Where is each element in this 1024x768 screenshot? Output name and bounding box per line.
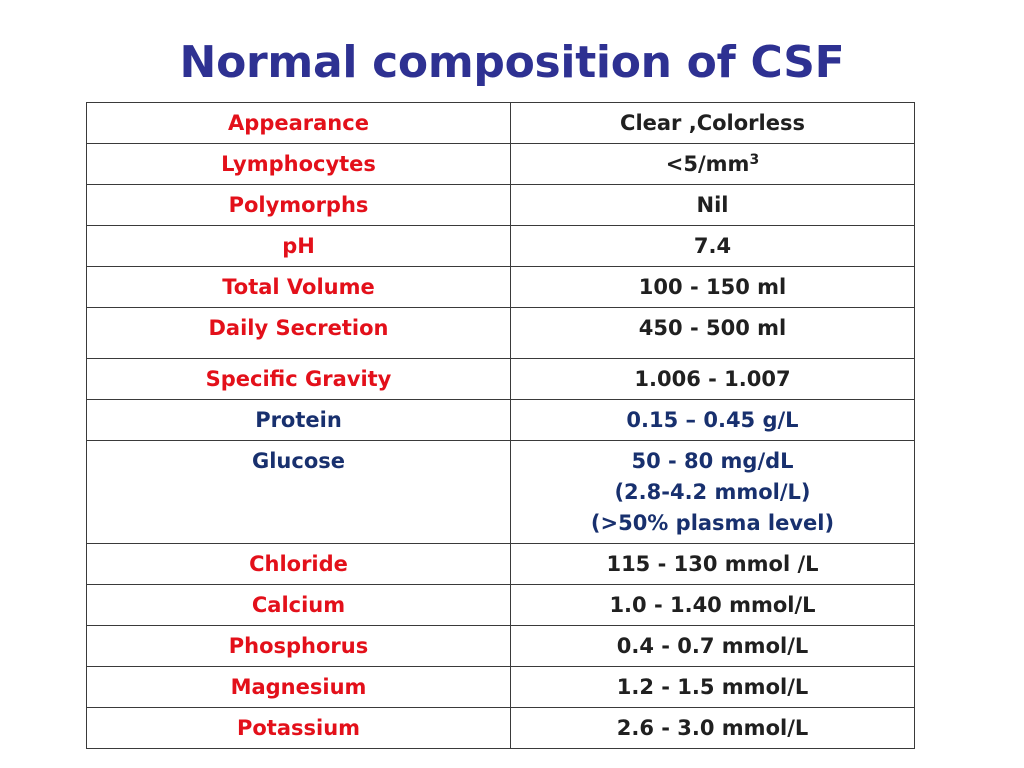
table-row-magnesium: Magnesium 1.2 - 1.5 mmol/L — [86, 666, 915, 708]
parameter-cell-magnesium: Magnesium — [86, 666, 511, 708]
table-row-phosphorus: Phosphorus 0.4 - 0.7 mmol/L — [86, 625, 915, 667]
table-row-appearance: Appearance Clear ,Colorless — [86, 102, 915, 144]
parameter-cell-daily-secretion: Daily Secretion — [86, 307, 511, 359]
value-line: (2.8-4.2 mmol/L) — [614, 480, 811, 504]
value-cell-appearance: Clear ,Colorless — [510, 102, 915, 144]
parameter-cell-glucose: Glucose — [86, 440, 511, 544]
parameter-cell-polymorphs: Polymorphs — [86, 184, 511, 226]
table-row-calcium: Calcium 1.0 - 1.40 mmol/L — [86, 584, 915, 626]
value-cell-glucose: 50 - 80 mg/dL (2.8-4.2 mmol/L) (>50% pla… — [510, 440, 915, 544]
value-line: 50 - 80 mg/dL — [631, 449, 794, 473]
value-cell-polymorphs: Nil — [510, 184, 915, 226]
value-line: 0.15 – 0.45 g/L — [626, 408, 799, 432]
value-line: Clear ,Colorless — [620, 111, 805, 135]
parameter-cell-ph: pH — [86, 225, 511, 267]
value-cell-lymphocytes: <5/mm3 — [510, 143, 915, 185]
parameter-cell-calcium: Calcium — [86, 584, 511, 626]
value-cell-total-volume: 100 - 150 ml — [510, 266, 915, 308]
table-row-ph: pH 7.4 — [86, 225, 915, 267]
parameter-cell-total-volume: Total Volume — [86, 266, 511, 308]
value-line: (>50% plasma level) — [590, 511, 835, 535]
value-cell-calcium: 1.0 - 1.40 mmol/L — [510, 584, 915, 626]
slide-title: Normal composition of CSF — [179, 37, 845, 88]
table-row-protein: Protein 0.15 – 0.45 g/L — [86, 399, 915, 441]
value-line: 2.6 - 3.0 mmol/L — [616, 716, 809, 740]
parameter-cell-specific-gravity: Specific Gravity — [86, 358, 511, 400]
table-row-lymphocytes: Lymphocytes <5/mm3 — [86, 143, 915, 185]
parameter-cell-appearance: Appearance — [86, 102, 511, 144]
unit-exponent: 3 — [749, 152, 760, 168]
parameter-cell-potassium: Potassium — [86, 707, 511, 749]
table-row-daily-secretion: Daily Secretion 450 - 500 ml — [86, 307, 915, 359]
table-row-potassium: Potassium 2.6 - 3.0 mmol/L — [86, 707, 915, 749]
value-cell-daily-secretion: 450 - 500 ml — [510, 307, 915, 359]
value-line: 1.2 - 1.5 mmol/L — [616, 675, 809, 699]
value-cell-chloride: 115 - 130 mmol /L — [510, 543, 915, 585]
value-cell-protein: 0.15 – 0.45 g/L — [510, 399, 915, 441]
table-row-total-volume: Total Volume 100 - 150 ml — [86, 266, 915, 308]
value-line: 450 - 500 ml — [638, 316, 787, 340]
value-line: 1.0 - 1.40 mmol/L — [609, 593, 816, 617]
value-line: 7.4 — [693, 234, 732, 258]
parameter-cell-protein: Protein — [86, 399, 511, 441]
value-cell-specific-gravity: 1.006 - 1.007 — [510, 358, 915, 400]
value-cell-ph: 7.4 — [510, 225, 915, 267]
value-line: <5/mm — [665, 152, 750, 176]
csf-composition-table: Appearance Clear ,Colorless Lymphocytes … — [86, 102, 915, 749]
value-line: Nil — [696, 193, 729, 217]
table-row-specific-gravity: Specific Gravity 1.006 - 1.007 — [86, 358, 915, 400]
table-row-chloride: Chloride 115 - 130 mmol /L — [86, 543, 915, 585]
parameter-cell-phosphorus: Phosphorus — [86, 625, 511, 667]
table-row-glucose: Glucose 50 - 80 mg/dL (2.8-4.2 mmol/L) (… — [86, 440, 915, 544]
value-line: 1.006 - 1.007 — [634, 367, 791, 391]
value-cell-magnesium: 1.2 - 1.5 mmol/L — [510, 666, 915, 708]
value-cell-potassium: 2.6 - 3.0 mmol/L — [510, 707, 915, 749]
parameter-cell-lymphocytes: Lymphocytes — [86, 143, 511, 185]
table-row-polymorphs: Polymorphs Nil — [86, 184, 915, 226]
parameter-cell-chloride: Chloride — [86, 543, 511, 585]
value-line: 115 - 130 mmol /L — [606, 552, 819, 576]
value-cell-phosphorus: 0.4 - 0.7 mmol/L — [510, 625, 915, 667]
value-line: 0.4 - 0.7 mmol/L — [616, 634, 809, 658]
value-line: 100 - 150 ml — [638, 275, 787, 299]
